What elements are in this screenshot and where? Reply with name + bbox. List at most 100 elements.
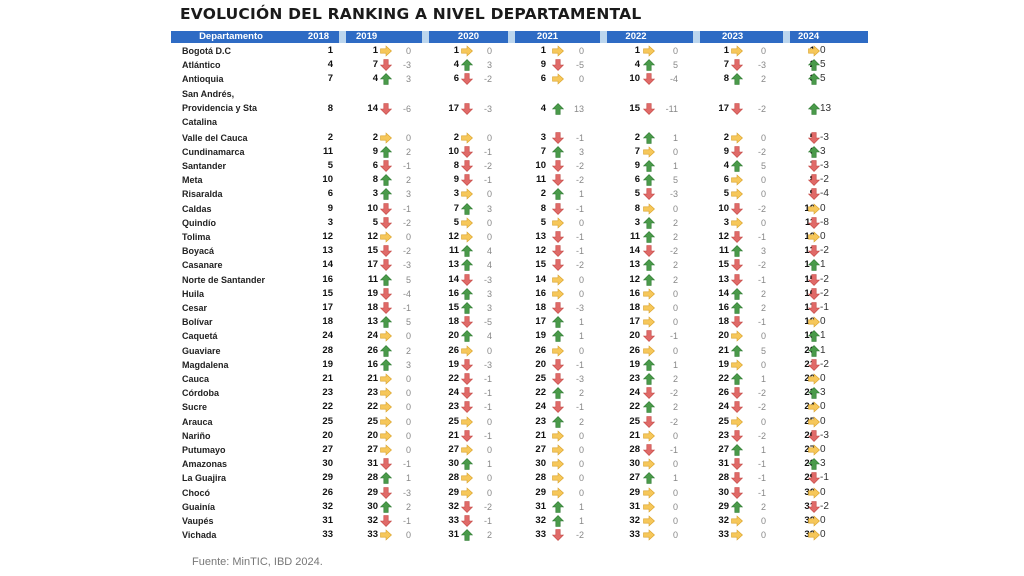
arrow-down-icon [808, 188, 820, 201]
rank-2023: 4 [723, 160, 729, 171]
arrow-up-icon [731, 373, 743, 385]
change-2024: 3 [820, 458, 826, 470]
rank-2022: 31 [629, 500, 640, 512]
change-2023: 5 [760, 161, 766, 171]
change-2024: 0 [820, 444, 826, 455]
change-2021: -2 [575, 161, 584, 171]
change-2022: -2 [669, 416, 678, 427]
change-2021: 0 [578, 74, 584, 85]
change-2024: -8 [820, 216, 829, 228]
change-2024: 0 [820, 45, 826, 56]
change-2019: 2 [405, 501, 411, 512]
arrow-down-icon [643, 444, 655, 456]
change-2021: 3 [578, 146, 584, 157]
arrow-right-icon [552, 217, 564, 229]
department-name: Bolívar [182, 317, 213, 328]
change-2023: -1 [757, 317, 766, 328]
change-2022: 5 [672, 175, 678, 186]
rank-2021: 6 [540, 73, 546, 85]
change-2022: 0 [672, 146, 678, 157]
arrow-up-icon [552, 330, 564, 343]
change-2020: -1 [483, 388, 492, 399]
change-2020: 0 [486, 345, 492, 356]
arrow-down-icon [461, 145, 473, 158]
arrow-right-icon [552, 486, 564, 499]
arrow-up-icon [643, 216, 655, 229]
rank-2018: 6 [327, 188, 333, 200]
rank-2018: 13 [322, 245, 333, 257]
rank-2018: 21 [322, 373, 333, 384]
rank-2018: 8 [327, 102, 333, 114]
rank-2020: 14 [448, 273, 459, 285]
change-2024: -4 [820, 188, 829, 200]
rank-2019: 29 [367, 486, 378, 498]
arrow-right-icon [380, 529, 392, 541]
change-2024: 1 [820, 330, 826, 342]
arrow-down-icon [380, 102, 392, 115]
rank-2020: 5 [453, 216, 459, 228]
change-2023: 1 [760, 445, 766, 455]
arrow-down-icon [552, 358, 564, 371]
arrow-up-icon [461, 302, 473, 314]
rank-2019: 9 [372, 145, 378, 157]
rank-2021: 29 [535, 486, 546, 498]
department-name: Atlántico [182, 60, 221, 71]
arrow-right-icon [808, 515, 820, 527]
rank-2023: 13 [718, 273, 729, 285]
arrow-down-icon [731, 231, 743, 243]
table-row: Guainía 32 30 2 32 -2 31 1 31 0 29 2 31 -2 [0, 500, 1024, 514]
rank-2021: 8 [540, 202, 546, 214]
arrow-right-icon [643, 529, 655, 541]
change-2023: -1 [757, 232, 766, 242]
change-2020: -3 [483, 359, 492, 370]
change-2019: 0 [405, 331, 411, 342]
rank-2024: 11 [804, 216, 815, 228]
rank-2020: 25 [448, 415, 459, 427]
change-2019: 0 [405, 132, 411, 143]
arrow-down-icon [461, 373, 473, 385]
change-2020: 2 [486, 530, 492, 541]
rank-2019: 19 [367, 287, 378, 299]
rank-2021: 32 [535, 515, 546, 526]
arrow-right-icon [643, 458, 655, 470]
change-2024: -2 [820, 287, 829, 299]
header-2020: 2020 [429, 31, 508, 43]
arrow-down-icon [380, 458, 392, 471]
change-2020: -5 [483, 317, 492, 328]
change-2022: 0 [672, 303, 678, 313]
rank-2019: 8 [372, 174, 378, 186]
arrow-down-icon [731, 486, 743, 499]
change-2019: 5 [405, 274, 411, 285]
change-2023: 2 [760, 74, 766, 85]
rank-2018: 19 [322, 358, 333, 370]
department-name: Boyacá [182, 246, 215, 257]
arrow-down-icon [461, 401, 473, 414]
arrow-right-icon [643, 515, 655, 527]
rank-2023: 6 [723, 174, 729, 186]
table-row: La Guajira 29 28 1 28 0 28 0 27 1 28 -1 29 -1 [0, 471, 1024, 485]
change-2019: -1 [402, 203, 411, 214]
arrow-up-icon [643, 273, 655, 286]
arrow-right-icon [552, 458, 564, 470]
rank-2018: 10 [322, 174, 333, 186]
rank-2022: 28 [629, 444, 640, 455]
arrow-down-icon [552, 302, 564, 314]
arrow-right-icon [461, 444, 473, 456]
rank-2023: 10 [718, 202, 729, 214]
arrow-down-icon [808, 429, 820, 442]
arrow-down-icon [380, 216, 392, 229]
arrow-right-icon [808, 401, 820, 414]
change-2023: 0 [760, 359, 766, 370]
change-2022: 0 [672, 516, 678, 526]
arrow-down-icon [731, 387, 743, 400]
rank-2023: 27 [718, 444, 729, 455]
arrow-right-icon [808, 486, 820, 499]
change-2020: 4 [486, 260, 492, 271]
arrow-right-icon [461, 486, 473, 499]
arrow-up-icon [380, 472, 392, 485]
rank-2022: 5 [634, 188, 640, 200]
arrow-right-icon [643, 344, 655, 357]
arrow-right-icon [643, 146, 655, 158]
